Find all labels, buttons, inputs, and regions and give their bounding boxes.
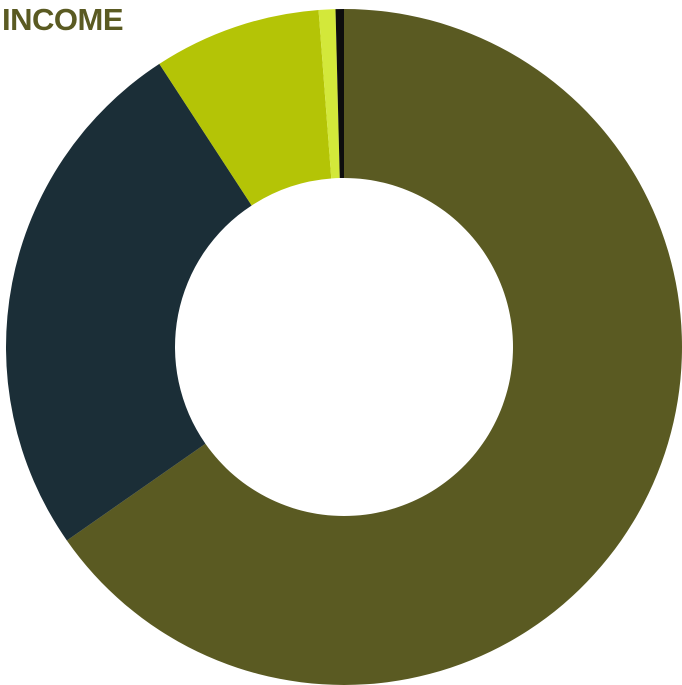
- donut-slice-3: [159, 9, 332, 206]
- donut-slice-5: [335, 9, 344, 179]
- donut-slice-1: [66, 9, 682, 685]
- donut-slice-2: [6, 63, 252, 541]
- chart-title: INCOME: [2, 2, 124, 37]
- donut-slices: [6, 9, 682, 685]
- donut-slice-4: [318, 9, 340, 179]
